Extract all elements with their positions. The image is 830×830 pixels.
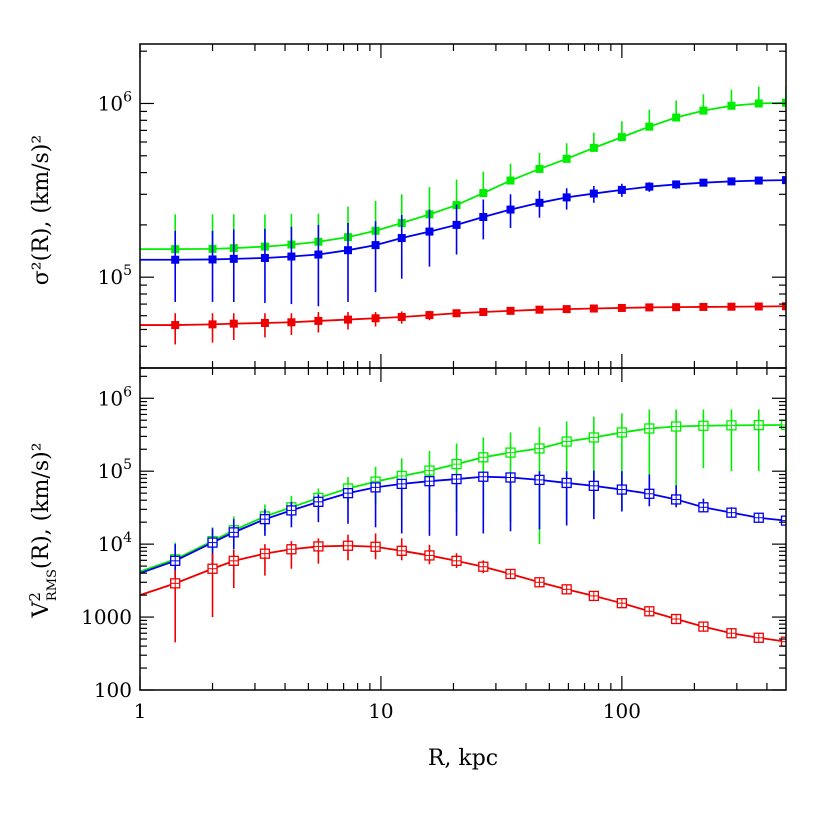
top-data-point: [589, 304, 598, 313]
top-data-point: [782, 98, 786, 107]
top-data-point: [452, 220, 461, 229]
top-axes: 105 106: [98, 43, 787, 369]
top-data-point: [562, 154, 571, 163]
bottom-axes: 1 10 100 100 1000 104 105 106: [81, 367, 787, 723]
top-data-point: [479, 213, 488, 222]
top-data-point: [425, 227, 434, 236]
top-data-point: [171, 321, 180, 330]
top-data-point: [782, 176, 786, 185]
top-data-point: [727, 302, 736, 311]
top-data-point: [397, 234, 406, 243]
top-data-point: [699, 106, 708, 115]
top-data-point: [699, 302, 708, 311]
top-series-line: [140, 101, 786, 251]
top-series-line: [140, 179, 786, 261]
bottom-y-tick-label: 100: [94, 678, 132, 702]
top-series-layer: [140, 86, 786, 345]
top-data-point: [479, 189, 488, 198]
top-data-point: [645, 303, 654, 312]
top-data-point: [672, 180, 681, 189]
top-data-point: [589, 143, 598, 152]
top-data-point: [782, 302, 786, 311]
top-data-point: [727, 101, 736, 110]
top-data-point: [754, 176, 763, 185]
top-data-point: [562, 305, 571, 314]
top-data-point: [314, 316, 323, 325]
top-data-point: [344, 246, 353, 255]
top-plot-frame: [139, 43, 787, 369]
top-data-point: [287, 252, 296, 261]
top-data-point: [506, 205, 515, 214]
top-y-tick-label: 106: [98, 89, 132, 115]
top-data-point: [371, 314, 380, 323]
x-tick-label: 10: [368, 699, 393, 723]
top-data-point: [535, 198, 544, 207]
top-data-point: [727, 177, 736, 186]
top-data-point: [208, 255, 217, 264]
top-data-point: [562, 193, 571, 202]
top-data-point: [208, 320, 217, 329]
x-tick-label: 1: [134, 699, 147, 723]
top-data-point: [452, 309, 461, 318]
x-axis-title: R, kpc: [428, 746, 498, 771]
x-tick-label: 100: [603, 699, 641, 723]
top-data-point: [260, 318, 269, 327]
top-y-axis-title: σ²(R), (km/s)²: [29, 135, 54, 285]
top-data-point: [699, 178, 708, 187]
top-data-point: [425, 311, 434, 320]
top-data-point: [754, 302, 763, 311]
bottom-y-tick-label: 105: [98, 457, 132, 483]
top-data-point: [479, 308, 488, 317]
top-data-point: [506, 306, 515, 315]
top-data-point: [260, 253, 269, 262]
top-data-point: [371, 241, 380, 250]
top-data-point: [535, 305, 544, 314]
top-series-line: [140, 305, 786, 326]
bottom-series-group: [140, 409, 786, 647]
top-data-point: [229, 319, 238, 328]
top-data-point: [344, 315, 353, 324]
bottom-y-axis-title: V2RMS(R), (km/s)²: [26, 442, 60, 618]
top-data-point: [229, 254, 238, 263]
top-data-point: [287, 318, 296, 327]
top-data-point: [397, 312, 406, 321]
top-data-point: [645, 182, 654, 191]
bottom-y-tick-label: 1000: [81, 605, 132, 629]
bottom-panel: 1 10 100 100 1000 104 105 106 V2RMS(R), (km/s)²…: [26, 367, 787, 771]
top-data-point: [617, 185, 626, 194]
top-data-point: [645, 122, 654, 131]
top-y-tick-label: 105: [98, 263, 132, 289]
bottom-plot-frame: [139, 367, 787, 691]
bottom-series-line: [140, 424, 786, 573]
top-data-point: [617, 303, 626, 312]
top-data-point: [314, 250, 323, 259]
top-data-point: [506, 176, 515, 185]
top-panel: 105 106 σ²(R), (km/s)²: [29, 43, 787, 369]
bottom-series-layer: [140, 409, 786, 647]
top-data-point: [672, 303, 681, 312]
top-series-group: [140, 86, 786, 345]
top-data-point: [617, 133, 626, 142]
top-data-point: [589, 189, 598, 198]
top-data-point: [754, 99, 763, 108]
bottom-y-tick-label: 104: [98, 530, 132, 556]
bottom-y-tick-label: 106: [98, 384, 132, 410]
top-data-point: [535, 164, 544, 173]
top-data-point: [171, 255, 180, 264]
top-data-point: [672, 113, 681, 122]
